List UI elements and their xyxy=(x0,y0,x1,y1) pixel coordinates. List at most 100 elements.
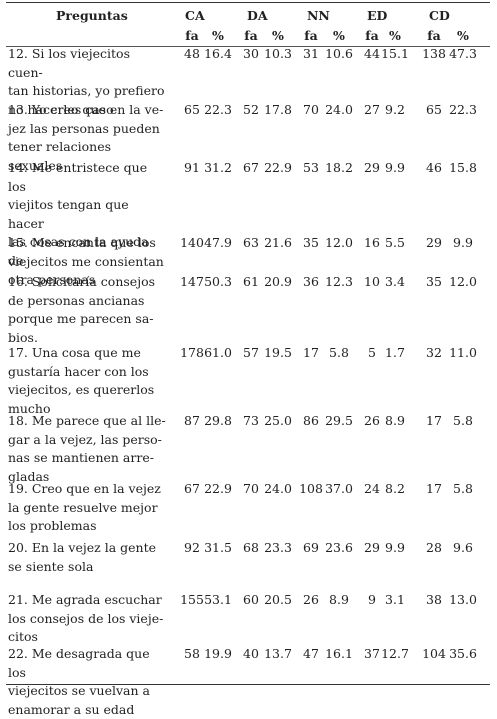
question-line: gustaría hacer con los xyxy=(8,363,149,379)
header-sub-percent: % xyxy=(389,28,401,43)
value-fa: 38 xyxy=(426,592,442,607)
value-fa: 24 xyxy=(364,481,380,496)
value-fa: 140 xyxy=(180,235,204,250)
header-sub-fa: fa xyxy=(244,28,258,43)
value-percent: 29.8 xyxy=(204,413,232,428)
frequency-table: Preguntas CA DA NN ED CD fa% fa% fa% fa% fa% 12. … xyxy=(6,0,490,717)
value-percent: 20.9 xyxy=(264,274,292,289)
value-percent: 15.1 xyxy=(381,46,409,61)
question-line: porque me parecen sa- xyxy=(8,311,154,327)
value-percent: 61.0 xyxy=(204,345,232,360)
question-line: otra personas xyxy=(8,271,96,287)
value-percent: 5.8 xyxy=(453,413,473,428)
question-line: 22. Me desagrada que los xyxy=(8,646,150,680)
question-line: se siente sola xyxy=(8,558,94,574)
header-sub-percent: % xyxy=(457,28,469,43)
question-line: 17. Una cosa que me xyxy=(8,345,141,360)
value-fa: 29 xyxy=(426,235,442,250)
value-fa: 29 xyxy=(364,160,380,175)
value-fa: 57 xyxy=(243,345,259,360)
value-fa: 35 xyxy=(426,274,442,289)
value-fa: 17 xyxy=(426,413,442,428)
question-line: 15. Me encanta que los xyxy=(8,235,156,250)
header-sub-fa: fa xyxy=(304,28,318,43)
value-fa: 73 xyxy=(243,413,259,428)
value-fa: 104 xyxy=(422,646,446,661)
value-percent: 8.9 xyxy=(385,413,405,428)
value-percent: 3.4 xyxy=(385,274,405,289)
value-percent: 12.3 xyxy=(325,274,353,289)
value-fa: 92 xyxy=(184,540,200,555)
value-percent: 47.9 xyxy=(204,235,232,250)
question-text: 14. Me entristece que los viejitos tengan… xyxy=(8,159,166,289)
value-fa: 70 xyxy=(303,102,319,117)
value-percent: 22.3 xyxy=(449,102,477,117)
question-line: tan historias, yo prefiero xyxy=(8,83,165,99)
question-text: 20. En la vejez la gente se siente sola xyxy=(8,539,166,576)
value-percent: 23.6 xyxy=(325,540,353,555)
value-fa: 32 xyxy=(426,345,442,360)
value-fa: 29 xyxy=(364,540,380,555)
value-fa: 10 xyxy=(364,274,380,289)
table-top-rule xyxy=(6,2,490,4)
header-sub-percent: % xyxy=(212,28,224,43)
value-fa: 86 xyxy=(303,413,319,428)
value-fa: 16 xyxy=(364,235,380,250)
question-line: 18. Me parece que al lle- xyxy=(8,413,166,428)
header-group-ed: ED xyxy=(367,8,388,23)
header-bottom-rule xyxy=(6,46,490,47)
value-percent: 8.9 xyxy=(329,592,349,607)
value-percent: 10.6 xyxy=(325,46,353,61)
value-percent: 31.5 xyxy=(204,540,232,555)
value-percent: 21.6 xyxy=(264,235,292,250)
value-fa: 58 xyxy=(184,646,200,661)
question-line: las cosas con la ayuda de xyxy=(8,234,149,268)
question-line: los consejos de los vieje- xyxy=(8,610,164,626)
header-group-da: DA xyxy=(247,8,268,23)
header-sub-percent: % xyxy=(272,28,284,43)
value-percent: 5.8 xyxy=(329,345,349,360)
header-preguntas: Preguntas xyxy=(56,8,128,23)
value-percent: 9.2 xyxy=(385,102,405,117)
value-percent: 53.1 xyxy=(204,592,232,607)
value-fa: 61 xyxy=(243,274,259,289)
value-percent: 20.5 xyxy=(264,592,292,607)
question-line: gar a la vejez, las perso- xyxy=(8,431,162,447)
value-percent: 12.0 xyxy=(325,235,353,250)
value-fa: 63 xyxy=(243,235,259,250)
value-fa: 147 xyxy=(180,274,204,289)
value-fa: 155 xyxy=(180,592,204,607)
value-percent: 5.5 xyxy=(385,235,405,250)
value-fa: 47 xyxy=(303,646,319,661)
question-line: viejitos tengan que hacer xyxy=(8,197,129,231)
question-line: citos xyxy=(8,629,38,645)
value-fa: 68 xyxy=(243,540,259,555)
value-fa: 31 xyxy=(303,46,319,61)
header-sub-fa: fa xyxy=(365,28,379,43)
question-line: 13. Yo creo que en la ve- xyxy=(8,102,164,117)
question-line: 16. Solicitaría consejos xyxy=(8,274,156,289)
value-fa: 69 xyxy=(303,540,319,555)
header-group-nn: NN xyxy=(307,8,330,23)
question-line: 20. En la vejez la gente xyxy=(8,540,157,555)
question-text: 13. Yo creo que en la ve-jez las persona… xyxy=(8,101,166,175)
header-sub-percent: % xyxy=(333,28,345,43)
value-fa: 48 xyxy=(184,46,200,61)
value-percent: 12.0 xyxy=(449,274,477,289)
value-fa: 44 xyxy=(364,46,380,61)
value-fa: 35 xyxy=(303,235,319,250)
question-line: tener relaciones sexuales xyxy=(8,139,112,173)
question-line: nas se mantienen arre- xyxy=(8,450,154,466)
question-line: mucho xyxy=(8,400,51,416)
value-fa: 87 xyxy=(184,413,200,428)
value-fa: 65 xyxy=(426,102,442,117)
header-sub-fa: fa xyxy=(185,28,199,43)
value-percent: 13.0 xyxy=(449,592,477,607)
value-percent: 47.3 xyxy=(449,46,477,61)
question-line: no hacerles caso xyxy=(8,101,114,117)
value-percent: 23.3 xyxy=(264,540,292,555)
question-text: 15. Me encanta que los viejecitos me cons… xyxy=(8,234,166,271)
question-line: bios. xyxy=(8,329,38,345)
value-percent: 15.8 xyxy=(449,160,477,175)
value-percent: 9.6 xyxy=(453,540,473,555)
